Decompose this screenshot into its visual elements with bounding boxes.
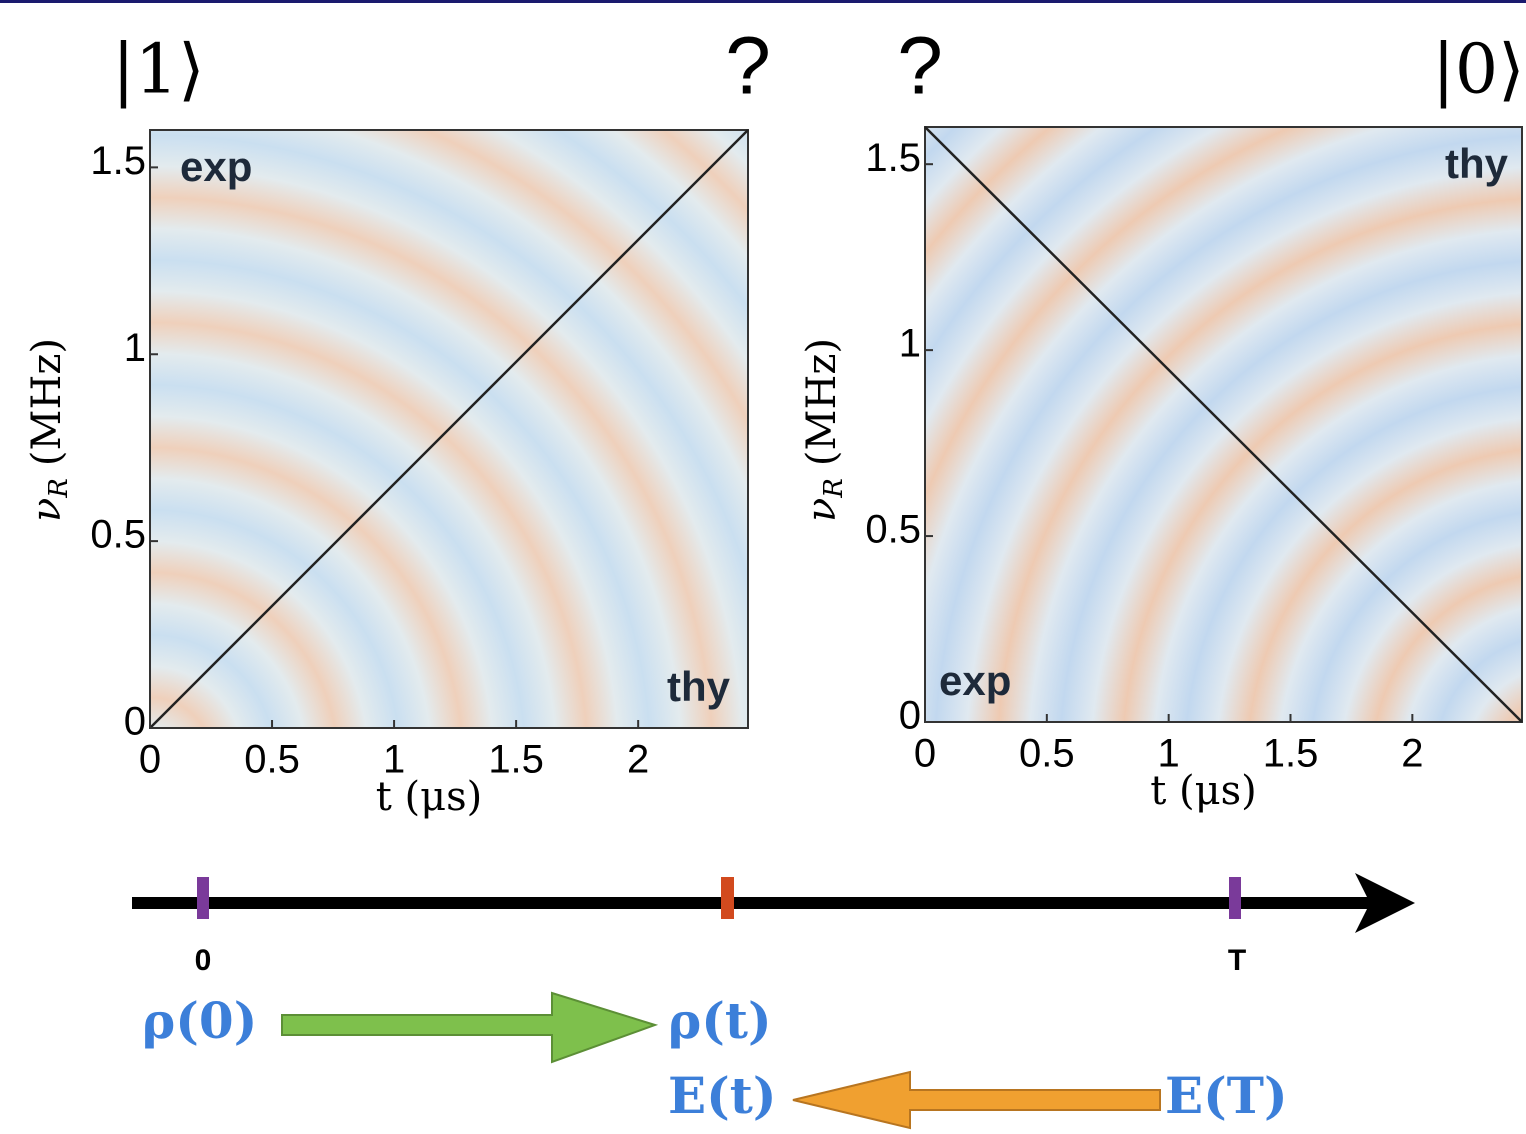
panel-note: thy <box>667 663 731 710</box>
time-marker <box>197 877 209 919</box>
panel-note: exp <box>180 143 252 190</box>
formula: ρ(t) <box>668 991 772 1050</box>
x-tick-label: 1 <box>1158 732 1180 776</box>
y-label-unit: (MHz) <box>24 338 70 466</box>
y-label-symbol: ν <box>799 498 845 522</box>
formula: ρ(0) <box>142 991 257 1050</box>
y-tick-label: 0 <box>124 700 146 744</box>
backward-arrow <box>792 1070 1161 1130</box>
y-label-subscript: R <box>819 478 849 499</box>
forward-arrow <box>281 991 659 1064</box>
time-label: 0 <box>195 944 212 977</box>
y-label-subscript: R <box>44 478 74 499</box>
x-tick-label: 1 <box>383 738 405 782</box>
x-tick-label: 0.5 <box>1019 732 1075 776</box>
state-label: |0⟩ <box>1432 31 1525 110</box>
y-tick-label: 0.5 <box>90 513 146 557</box>
time-axis <box>132 897 1372 909</box>
x-tick-label: 2 <box>627 738 649 782</box>
y-axis-label: νR (MHz) <box>24 338 74 522</box>
divider <box>924 126 1523 723</box>
x-tick-label: 0.5 <box>244 738 300 782</box>
x-axis-label: t (μs) <box>376 774 483 820</box>
y-tick-label: 1.5 <box>90 139 146 183</box>
top-rule <box>0 0 1526 3</box>
time-arrowhead <box>1355 873 1415 933</box>
x-tick-label: 2 <box>1401 732 1423 776</box>
divider <box>149 129 749 729</box>
state-label: |1⟩ <box>112 31 205 110</box>
time-label: T <box>1228 944 1246 977</box>
panel-note: exp <box>939 657 1011 704</box>
y-tick-label: 0 <box>899 694 921 738</box>
y-tick-label: 1 <box>899 322 921 366</box>
time-marker <box>1229 877 1241 919</box>
x-tick-label: 1.5 <box>488 738 544 782</box>
y-label-symbol: ν <box>24 498 70 522</box>
x-tick-label: 1.5 <box>1263 732 1319 776</box>
panel-note: thy <box>1445 140 1509 187</box>
formula: E(t) <box>668 1066 777 1125</box>
question-mark: ? <box>897 21 943 112</box>
y-tick-label: 1 <box>124 326 146 370</box>
time-marker <box>721 877 734 919</box>
formula: E(T) <box>1165 1066 1288 1125</box>
y-tick-label: 1.5 <box>865 136 921 180</box>
x-axis-label: t (μs) <box>1150 768 1257 814</box>
y-label-unit: (MHz) <box>799 338 845 466</box>
y-tick-label: 0.5 <box>865 508 921 552</box>
x-tick-label: 0 <box>139 738 161 782</box>
question-mark: ? <box>725 21 771 112</box>
x-tick-label: 0 <box>914 732 936 776</box>
y-axis-label: νR (MHz) <box>799 338 849 522</box>
